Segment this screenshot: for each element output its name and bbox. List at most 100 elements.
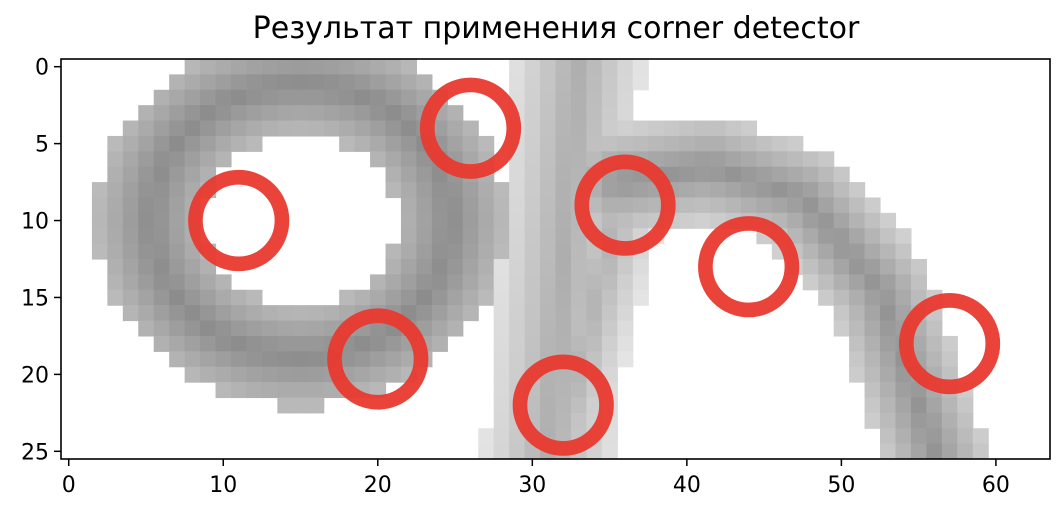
- image-pixel: [308, 305, 325, 322]
- image-pixel: [818, 212, 835, 229]
- image-pixel: [540, 259, 557, 275]
- image-pixel: [617, 305, 634, 322]
- image-pixel: [292, 74, 309, 91]
- image-pixel: [138, 228, 155, 245]
- image-pixel: [540, 120, 557, 137]
- y-tick-label: 10: [21, 210, 49, 235]
- image-pixel: [601, 74, 618, 91]
- image-pixel: [277, 105, 294, 122]
- image-pixel: [493, 366, 510, 383]
- corner-marker-5: [898, 293, 1001, 395]
- image-pixel: [354, 135, 371, 152]
- image-pixel: [277, 74, 294, 91]
- image-pixel: [509, 335, 526, 352]
- image-pixel: [462, 151, 479, 168]
- image-pixel: [277, 120, 294, 137]
- image-pixel: [153, 335, 170, 352]
- image-pixel: [880, 428, 897, 445]
- image-pixel: [540, 397, 557, 414]
- image-pixel: [555, 259, 572, 275]
- image-pixel: [570, 320, 587, 337]
- image-pixel: [246, 320, 263, 337]
- image-pixel: [849, 351, 866, 368]
- image-pixel: [122, 166, 139, 183]
- image-pixel: [385, 105, 402, 122]
- image-pixel: [756, 135, 773, 152]
- image-pixel: [400, 212, 418, 229]
- image-pixel: [694, 212, 711, 229]
- image-pixel: [601, 135, 618, 152]
- image-pixel: [184, 74, 201, 91]
- image-pixel: [725, 151, 742, 168]
- image-pixel: [540, 243, 557, 260]
- image-pixel: [679, 151, 696, 168]
- image-pixel: [200, 89, 217, 106]
- image-pixel: [230, 351, 248, 368]
- image-pixel: [493, 305, 510, 322]
- image-pixel: [601, 320, 618, 337]
- image-pixel: [632, 197, 649, 214]
- y-tick-label: 20: [21, 363, 49, 388]
- image-pixel: [694, 135, 711, 152]
- image-pixel: [570, 89, 587, 106]
- image-pixel: [524, 197, 541, 214]
- image-pixel: [586, 274, 603, 291]
- image-pixel: [679, 197, 696, 214]
- image-pixel: [493, 397, 510, 414]
- image-pixel: [200, 305, 217, 322]
- image-pixel: [153, 320, 170, 337]
- image-pixel: [864, 212, 881, 229]
- image-pixel: [555, 197, 572, 214]
- image-pixel: [864, 366, 881, 383]
- image-pixel: [400, 120, 418, 137]
- image-pixel: [570, 382, 587, 399]
- image-pixel: [617, 120, 634, 137]
- image-pixel: [370, 105, 387, 122]
- image-pixel: [540, 166, 557, 183]
- image-pixel: [122, 259, 139, 275]
- image-pixel: [601, 182, 618, 199]
- image-pixel: [524, 151, 541, 168]
- image-pixel: [292, 120, 309, 137]
- image-pixel: [601, 197, 618, 214]
- image-pixel: [710, 182, 727, 199]
- image-pixel: [261, 74, 278, 91]
- image-pixel: [524, 135, 541, 152]
- image-pixel: [292, 397, 309, 414]
- image-pixel: [416, 212, 433, 229]
- image-pixel: [601, 59, 618, 75]
- image-pixel: [710, 120, 727, 137]
- image-pixel: [818, 228, 835, 245]
- image-pixel: [524, 228, 541, 245]
- image-pixel: [586, 197, 603, 214]
- image-pixel: [153, 259, 170, 275]
- image-pixel: [524, 335, 541, 352]
- image-pixel: [617, 228, 634, 245]
- image-pixel: [400, 351, 418, 368]
- image-pixel: [756, 182, 773, 199]
- image-pixel: [122, 151, 139, 168]
- image-pixel: [926, 397, 943, 414]
- image-pixel: [308, 74, 325, 91]
- image-pixel: [400, 259, 418, 275]
- image-pixel: [509, 197, 526, 214]
- image-pixel: [509, 243, 526, 260]
- image-pixel: [740, 166, 757, 183]
- image-pixel: [880, 382, 897, 399]
- image-pixel: [880, 259, 897, 275]
- image-pixel: [370, 135, 387, 152]
- image-pixel: [648, 120, 665, 137]
- image-pixel: [246, 120, 263, 137]
- image-pixel: [138, 197, 155, 214]
- image-pixel: [138, 212, 155, 229]
- image-pixel: [493, 382, 510, 399]
- image-pixel: [138, 135, 155, 152]
- image-pixel: [292, 382, 309, 399]
- image-pixel: [524, 166, 541, 183]
- image-pixel: [153, 289, 170, 306]
- image-pixel: [895, 243, 912, 260]
- image-pixel: [880, 335, 897, 352]
- image-pixel: [864, 320, 881, 337]
- image-pixel: [679, 120, 696, 137]
- image-pixel: [570, 74, 587, 91]
